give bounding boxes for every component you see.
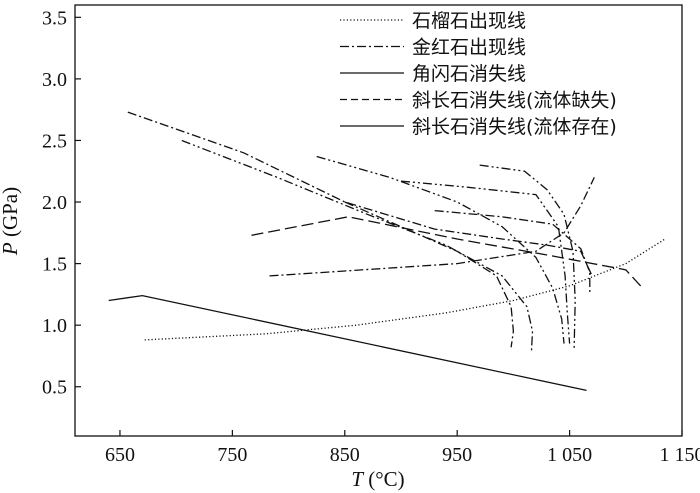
- plot-lines: [108, 111, 666, 392]
- y-tick-label: 3.5: [42, 7, 67, 29]
- legend-label: 角闪石消失线: [412, 63, 526, 85]
- x-tick-label: 950: [442, 444, 472, 466]
- y-tick-label: 2.5: [42, 130, 67, 152]
- y-tick-label: 2.0: [42, 192, 67, 214]
- x-tick-label: 850: [330, 444, 360, 466]
- series-line-4: [251, 216, 644, 289]
- series-line-1: [108, 294, 587, 392]
- legend-label: 斜长石消失线(流体缺失): [412, 90, 617, 112]
- legend-label: 斜长石消失线(流体存在): [412, 116, 617, 138]
- series-line-2: [144, 238, 666, 341]
- series-line-7: [316, 155, 565, 344]
- y-tick-label: 1.5: [42, 254, 67, 276]
- x-tick-label: 1 050: [547, 444, 592, 466]
- x-tick-label: 750: [217, 444, 247, 466]
- x-axis-title: T (°C): [351, 467, 404, 491]
- ticks: 650 750 850 950 1 050 1 150 0.5 1.0 1.5 2.0 2.5 3.0…: [42, 7, 700, 466]
- y-tick-label: 1.0: [42, 315, 67, 337]
- x-tick-label: 1 150: [660, 444, 700, 466]
- series-line-5: [127, 111, 593, 277]
- y-axis-title: P (GPa): [0, 187, 22, 256]
- y-tick-label: 0.5: [42, 377, 67, 399]
- series-line-11: [434, 209, 591, 295]
- series-line-9: [400, 180, 571, 344]
- series-line-6: [181, 139, 534, 353]
- x-tick-label: 650: [105, 444, 135, 466]
- legend-label: 金红石出现线: [412, 37, 526, 59]
- plot-frame: [74, 4, 683, 437]
- series-line-8: [344, 201, 515, 348]
- legend-label: 石榴石出现线: [412, 10, 526, 32]
- series-line-3: [269, 177, 595, 277]
- series-line-10: [479, 164, 576, 350]
- y-tick-label: 3.0: [42, 69, 67, 91]
